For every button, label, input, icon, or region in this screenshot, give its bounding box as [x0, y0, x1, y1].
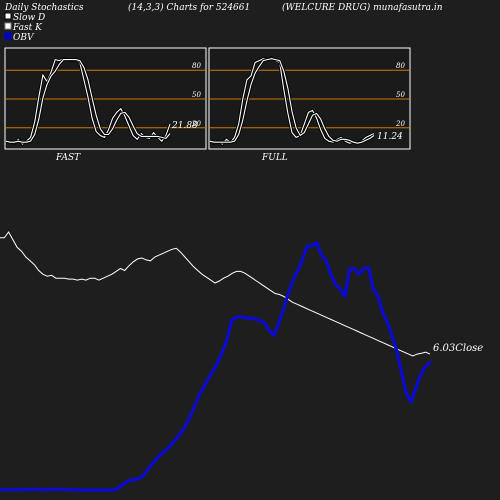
legend-label-fast-k: Fast K — [12, 23, 43, 33]
full-level-tick-20: 20 — [395, 120, 405, 128]
full-level-tick-80: 80 — [396, 62, 405, 70]
fast-slow-d-line — [5, 59, 171, 143]
legend-label-slow-d: Slow D — [13, 13, 45, 23]
chart-company: (WELCURE DRUG) munafasutra.in — [282, 2, 443, 13]
legend-swatch-obv — [4, 32, 12, 40]
full-level-tick-50: 50 — [396, 91, 405, 99]
legend: Slow D Fast K OBV — [4, 12, 45, 43]
fast-panel-label: FAST — [55, 153, 81, 163]
price-line — [0, 231, 431, 357]
fast-level-tick-50: 50 — [192, 91, 201, 99]
full-panel-label: FULL — [261, 153, 288, 163]
fast-fast-k-line — [5, 58, 171, 145]
price-obv-lines — [0, 231, 432, 492]
fast-level-tick-20: 20 — [191, 120, 201, 128]
legend-label-obv: OBV — [13, 33, 35, 43]
fast-last-value: 21.88 — [171, 121, 198, 131]
fast-series-lines — [5, 57, 172, 147]
full-fast-k-line — [209, 57, 375, 145]
fast-level-tick-80: 80 — [192, 62, 201, 70]
chart-title: Daily Stochastics — [4, 3, 84, 13]
obv-line — [0, 241, 432, 492]
chart-params: (14,3,3) Charts for 524661 — [128, 2, 250, 13]
full-slow-d-line — [209, 58, 375, 144]
legend-swatch-slow-d — [4, 12, 12, 20]
price-obv-panel: 6.03Close — [0, 231, 483, 492]
close-price-label: 6.03Close — [433, 343, 483, 354]
legend-swatch-fast-k — [4, 22, 12, 30]
full-series-lines — [209, 55, 375, 147]
full-stochastic-panel: 80 50 20 11.24 FULL — [208, 47, 411, 163]
full-last-value: 11.24 — [377, 132, 403, 142]
fast-stochastic-panel: 80 50 20 21.88 FAST — [4, 47, 207, 163]
